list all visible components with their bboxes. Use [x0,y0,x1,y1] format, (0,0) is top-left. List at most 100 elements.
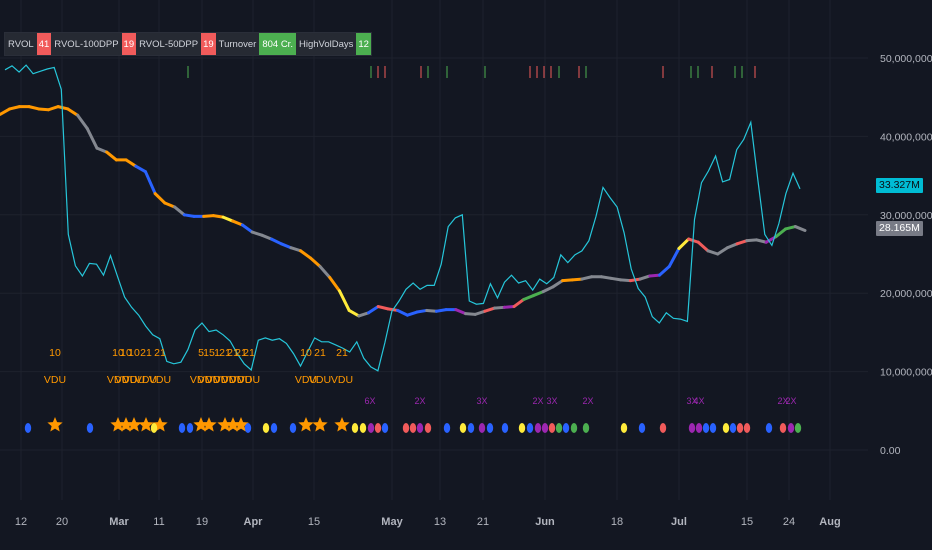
star-marker [233,417,249,432]
average-segment [493,305,506,310]
average-segment [599,275,613,280]
x-tick-label: Aug [819,516,840,528]
vdu-count: 10 [300,347,312,359]
average-segment [260,233,274,241]
dot-marker [86,423,94,433]
x-tick-label: Jul [671,516,687,528]
stats-table: RVOL 41 RVOL-100DPP 19 RVOL-50DPP 19 Tur… [4,32,372,56]
vdu-count: 21 [314,347,326,359]
star-marker [193,417,209,432]
dot-marker [534,423,542,433]
hvd-value: 12 [356,33,371,55]
vdu-count: 10 [112,347,124,359]
vdu-text: VDU [214,374,236,386]
dot-marker [548,423,556,433]
average-segment [725,242,739,250]
average-segment [376,305,390,311]
average-segment [755,238,768,244]
y-tick-label: 40,000,000.00 [880,131,932,143]
average-segment [221,215,235,223]
multiplier-label: 4X [693,396,704,406]
average-segment [667,247,681,269]
vdu-count: 21 [154,347,166,359]
vdu-count: 5 [198,347,204,359]
dot-marker [262,423,270,433]
vdu-count: 21 [227,347,239,359]
vdu-count: 21 [140,347,152,359]
average-segment [677,237,691,251]
dot-marker [736,423,744,433]
average-segment [609,276,623,282]
dot-marker [381,423,389,433]
average-segment [648,273,662,278]
average-segment [240,223,254,234]
vdu-text: VDU [123,374,145,386]
y-tick-label: 20,000,000.00 [880,288,932,300]
multiplier-label: 2X [777,396,788,406]
average-segment [774,227,788,239]
average-segment [638,274,652,281]
average-segment [531,290,545,298]
average-segment [163,201,177,209]
average-segment [95,146,109,154]
dot-marker [695,423,703,433]
dot-marker [443,423,451,433]
dot-marker [186,423,194,433]
multiplier-label: 2X [582,396,593,406]
multiplier-label: 6X [364,396,375,406]
star-marker [201,417,217,432]
average-segment [211,214,225,219]
vdu-count: 21 [336,347,348,359]
y-axis: 0.00 10,000,000.00 20,000,000.00 30,000,000… [880,53,932,457]
x-tick-label: 21 [477,516,489,528]
average-segment [37,107,50,112]
vdu-count: 10 [128,347,140,359]
turnover-value: 804 Cr. [259,33,296,55]
dot-marker [270,423,278,433]
average-segment [173,205,186,217]
dot-marker [555,423,563,433]
y-tick-label: 30,000,000.00 [880,210,932,222]
star-marker [334,417,350,432]
dot-marker [688,423,696,433]
average-segment [250,230,264,237]
average-segment [512,297,526,309]
x-tick-label: Mar [109,516,129,528]
average-segment [231,219,244,227]
x-tick-label: 24 [783,516,795,528]
vdu-count: 10 [120,347,132,359]
multiplier-label: 3X [476,396,487,406]
vdu-text: VDU [230,374,252,386]
dot-marker [562,423,570,433]
volume-series-line [4,64,801,372]
dot-marker [289,423,297,433]
dot-marker [178,423,186,433]
average-segment [66,107,80,117]
dot-marker [24,423,32,433]
vdu-count: 21 [243,347,255,359]
star-marker [110,417,126,432]
vdu-count: 15 [203,347,215,359]
star-marker [126,417,142,432]
average-segment [85,127,99,150]
x-tick-label: 18 [611,516,623,528]
vdu-count: 21 [219,347,231,359]
average-segment [464,312,477,316]
multiplier-label: 2X [532,396,543,406]
y-tick-label: 0.00 [880,445,901,457]
average-segment [658,265,671,277]
average-segment [143,170,157,196]
x-tick-label: 19 [196,516,208,528]
average-segment [706,249,720,256]
grid [0,0,868,500]
vdu-text: VDU [238,374,260,386]
signal-ticks [187,66,756,78]
average-segment [105,150,118,162]
average-segment [56,105,70,111]
dot-marker [150,423,158,433]
average-segment [580,275,594,281]
average-segment [561,278,574,283]
rvol50-value: 19 [201,33,216,55]
